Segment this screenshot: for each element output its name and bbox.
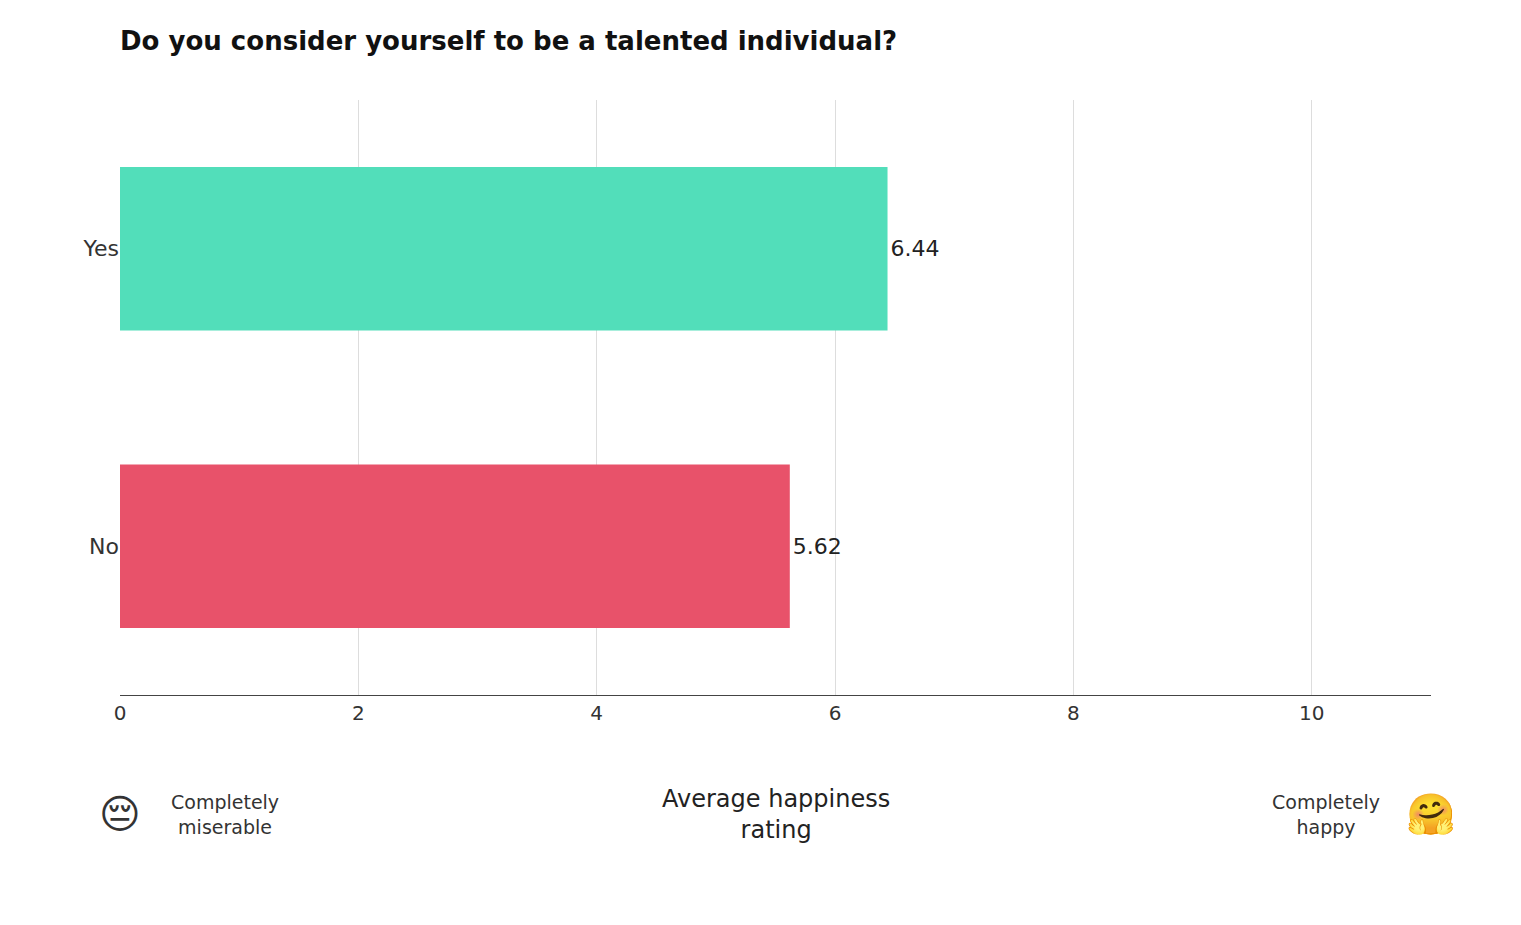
svg-text:🤗: 🤗: [1406, 791, 1456, 837]
svg-text:😔: 😔: [99, 791, 141, 837]
svg-text:6: 6: [829, 701, 842, 725]
svg-text:10: 10: [1299, 701, 1324, 725]
svg-text:0: 0: [114, 701, 127, 725]
svg-text:Average happinessrating: Average happinessrating: [662, 785, 890, 844]
svg-text:2: 2: [352, 701, 365, 725]
svg-text:Yes: Yes: [82, 236, 119, 261]
svg-text:Do you consider yourself to be: Do you consider yourself to be a talente…: [120, 26, 897, 56]
svg-text:Completelymiserable: Completelymiserable: [171, 791, 279, 838]
svg-text:8: 8: [1067, 701, 1080, 725]
svg-text:5.62: 5.62: [793, 534, 842, 559]
svg-text:4: 4: [590, 701, 603, 725]
svg-text:No: No: [89, 534, 119, 559]
svg-text:6.44: 6.44: [891, 236, 940, 261]
svg-text:Completelyhappy: Completelyhappy: [1272, 791, 1380, 838]
